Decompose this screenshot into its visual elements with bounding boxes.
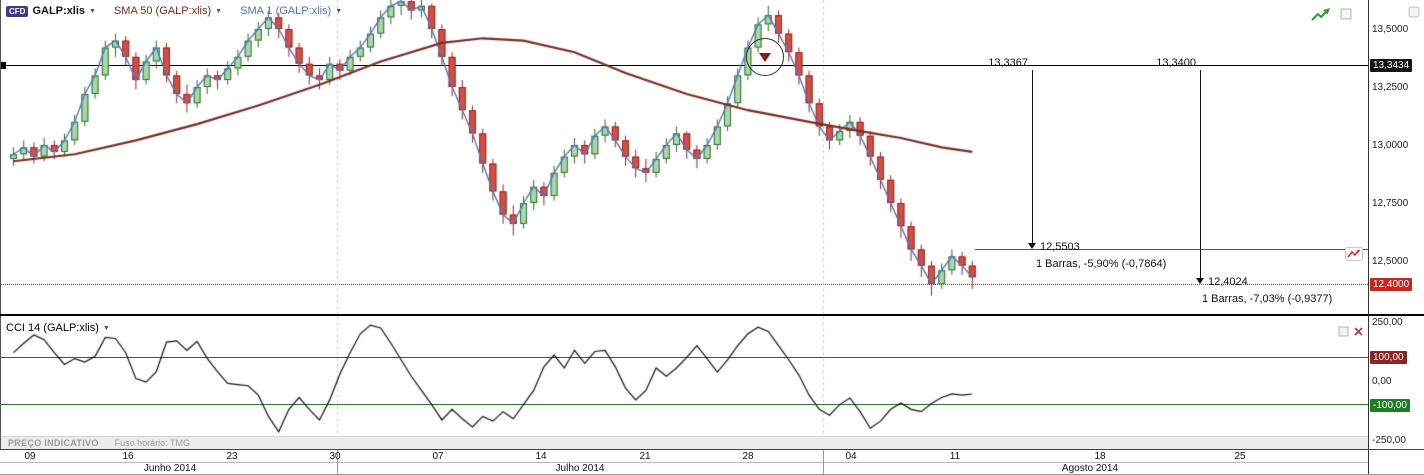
measure1-from-price: 13,3367 bbox=[988, 57, 1028, 69]
month-label: Julho 2014 bbox=[555, 463, 605, 474]
left-frame-border bbox=[0, 0, 1, 450]
instrument-selector[interactable]: CFD GALP:xlis ▼ bbox=[6, 5, 96, 17]
axis-settings-icon[interactable] bbox=[1408, 5, 1420, 23]
month-label: Junho 2014 bbox=[143, 463, 197, 474]
date-tick-label: 11 bbox=[949, 451, 961, 462]
measure1-arrowhead-icon bbox=[1028, 243, 1036, 249]
chart-legend: CFD GALP:xlis ▼ SMA 50 (GALP:xlis) ▼ SMA… bbox=[6, 5, 342, 17]
timezone-note: Fuso horário: TMG bbox=[114, 438, 190, 448]
chevron-down-icon: ▼ bbox=[102, 324, 110, 332]
date-tick-label: 23 bbox=[226, 451, 238, 462]
date-tick-label: 07 bbox=[432, 451, 444, 462]
measure2-detail: 1 Barras, -7,03% (-0,9377) bbox=[1202, 293, 1333, 305]
price-axis-label: 13,0000 bbox=[1372, 140, 1409, 151]
date-tick-label: 04 bbox=[845, 451, 857, 462]
measure1-detail: 1 Barras, -5,90% (-0,7864) bbox=[1036, 258, 1167, 270]
cci-axis-label: -250,00 bbox=[1372, 435, 1406, 446]
cci-indicator-canvas[interactable] bbox=[0, 316, 1368, 450]
time-axis-border bbox=[0, 449, 1424, 450]
cci-close-icon[interactable] bbox=[1353, 324, 1364, 342]
sma1-label: SMA 1 (GALP:xlis) bbox=[240, 5, 332, 17]
date-tick-label: 09 bbox=[24, 451, 36, 462]
date-tick-label: 30 bbox=[329, 451, 341, 462]
cci-maximize-icon[interactable] bbox=[1338, 324, 1349, 342]
price-alert-marker-icon[interactable] bbox=[1345, 247, 1363, 266]
cfd-badge: CFD bbox=[6, 5, 29, 17]
date-tick-label: 21 bbox=[639, 451, 651, 462]
cci-axis-label: 0,00 bbox=[1372, 376, 1392, 387]
date-tick-label: 25 bbox=[1234, 451, 1246, 462]
pane-tool-icon[interactable] bbox=[1340, 7, 1352, 25]
indicative-price-note: PREÇO INDICATIVO bbox=[8, 438, 99, 448]
cci-axis-label[interactable]: 100,00 bbox=[1370, 351, 1407, 365]
instrument-label: GALP:xlis bbox=[32, 5, 86, 17]
measure2-arrow[interactable] bbox=[1200, 70, 1201, 278]
date-tick-label: 16 bbox=[122, 451, 134, 462]
sma1-selector[interactable]: SMA 1 (GALP:xlis) ▼ bbox=[240, 5, 342, 17]
price-axis-label[interactable]: 13,3434 bbox=[1370, 59, 1413, 73]
measure1-to-price: 12,5503 bbox=[1040, 241, 1080, 253]
price-axis-label[interactable]: 12,4000 bbox=[1370, 278, 1413, 292]
date-tick-label: 14 bbox=[535, 451, 547, 462]
sma50-selector[interactable]: SMA 50 (GALP:xlis) ▼ bbox=[114, 5, 222, 17]
cci-legend: CCI 14 (GALP:xlis) ▼ bbox=[6, 322, 110, 334]
chevron-down-icon: ▼ bbox=[89, 7, 96, 15]
date-tick-label: 28 bbox=[742, 451, 754, 462]
date-tick-label: 18 bbox=[1094, 451, 1106, 462]
circle-annotation[interactable] bbox=[746, 38, 784, 76]
chevron-down-icon: ▼ bbox=[335, 7, 343, 15]
measure2-to-price: 12,4024 bbox=[1208, 276, 1248, 288]
cci-label: CCI 14 (GALP:xlis) bbox=[6, 322, 99, 334]
month-separator bbox=[823, 450, 824, 475]
pane-separator[interactable] bbox=[0, 314, 1424, 316]
trend-arrow-icon[interactable] bbox=[1310, 6, 1332, 28]
sma50-label: SMA 50 (GALP:xlis) bbox=[113, 5, 212, 17]
month-label: Agosto 2014 bbox=[1061, 463, 1119, 474]
cci-selector[interactable]: CCI 14 (GALP:xlis) ▼ bbox=[6, 322, 110, 334]
measure2-from-price: 13,3400 bbox=[1156, 57, 1196, 69]
cci-axis-label: 250,00 bbox=[1372, 317, 1403, 328]
price-axis-label: 13,5000 bbox=[1372, 24, 1409, 35]
sell-marker-icon bbox=[759, 53, 771, 62]
price-axis-border bbox=[1368, 0, 1369, 475]
price-axis-label: 13,2500 bbox=[1372, 82, 1409, 93]
measure1-arrow[interactable] bbox=[1032, 70, 1033, 243]
price-axis-label: 12,7500 bbox=[1372, 198, 1409, 209]
month-separator bbox=[337, 450, 338, 475]
cci-axis-label[interactable]: -100,00 bbox=[1370, 398, 1410, 412]
month-row-border bbox=[0, 462, 1368, 463]
price-axis-label: 12,5000 bbox=[1372, 256, 1409, 267]
footer-strip: PREÇO INDICATIVO Fuso horário: TMG bbox=[0, 436, 1368, 449]
chevron-down-icon: ▼ bbox=[215, 7, 223, 15]
price-chart-canvas[interactable] bbox=[0, 0, 1368, 314]
measure2-arrowhead-icon bbox=[1196, 278, 1204, 284]
